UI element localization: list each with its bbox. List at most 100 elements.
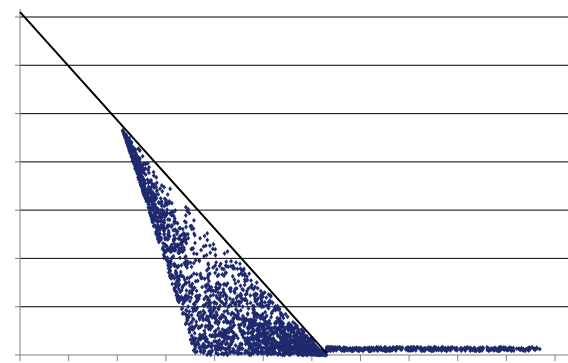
data-point — [189, 264, 194, 270]
data-point — [166, 270, 171, 275]
data-point — [230, 348, 235, 354]
data-point — [192, 218, 196, 223]
data-point — [189, 289, 194, 295]
data-point — [220, 266, 224, 272]
data-point — [161, 240, 165, 246]
data-point — [301, 328, 306, 334]
data-point — [156, 230, 161, 236]
data-point — [221, 287, 226, 292]
data-point — [239, 299, 244, 305]
data-point — [298, 335, 303, 341]
data-point — [226, 304, 230, 310]
reference-line-layer — [19, 11, 328, 354]
data-point — [231, 263, 235, 269]
data-point — [263, 299, 267, 305]
data-point — [154, 180, 159, 186]
data-point — [189, 312, 194, 318]
data-point — [282, 340, 287, 346]
data-point — [172, 287, 177, 292]
data-point — [440, 347, 444, 353]
data-point — [152, 185, 156, 191]
data-point — [314, 345, 319, 351]
data-point — [219, 334, 224, 339]
data-point — [242, 272, 247, 278]
data-point — [147, 170, 151, 176]
data-point — [124, 140, 129, 145]
data-point — [253, 296, 257, 302]
data-point — [180, 226, 185, 232]
data-point — [218, 282, 223, 288]
data-point — [180, 311, 185, 316]
data-point — [229, 341, 234, 347]
data-point — [180, 284, 185, 290]
data-point — [292, 332, 297, 338]
data-point — [202, 328, 207, 334]
data-point — [245, 310, 250, 316]
data-point — [359, 347, 364, 353]
data-point — [168, 247, 173, 253]
data-point — [263, 349, 268, 354]
data-point — [231, 330, 236, 336]
data-point — [264, 345, 269, 351]
data-point — [517, 347, 522, 352]
data-point — [281, 345, 285, 351]
data-point — [165, 202, 169, 208]
data-point — [268, 332, 273, 337]
data-point — [263, 318, 268, 324]
data-point — [315, 350, 320, 356]
data-point — [303, 351, 308, 357]
data-point — [166, 262, 170, 268]
data-point — [367, 345, 372, 351]
data-point — [258, 288, 263, 294]
data-point — [202, 303, 207, 309]
data-point — [134, 158, 139, 164]
data-point — [142, 183, 147, 189]
data-point — [140, 164, 145, 170]
data-point — [176, 286, 181, 292]
data-point — [269, 336, 274, 342]
data-point — [144, 191, 149, 197]
data-point — [157, 214, 161, 220]
data-point — [242, 282, 247, 288]
data-point — [509, 346, 514, 352]
data-point — [222, 251, 227, 256]
data-point — [237, 345, 241, 350]
data-point — [185, 208, 190, 214]
data-point — [268, 293, 273, 298]
data-point — [166, 232, 171, 238]
data-point — [194, 319, 199, 325]
data-point — [246, 305, 251, 311]
data-point — [302, 342, 307, 348]
data-point — [210, 349, 214, 354]
data-point — [233, 302, 238, 307]
axis-layer — [15, 9, 568, 361]
data-point — [229, 258, 234, 264]
data-point — [260, 313, 264, 318]
data-point — [240, 346, 245, 352]
data-point — [192, 285, 197, 291]
data-point — [223, 270, 228, 276]
data-point — [128, 147, 133, 153]
data-point — [185, 275, 190, 281]
data-point — [246, 331, 250, 336]
data-point — [215, 295, 219, 301]
data-point — [166, 260, 171, 266]
data-point — [210, 332, 215, 338]
data-point — [268, 321, 273, 327]
data-point — [156, 199, 161, 205]
data-point — [225, 280, 230, 286]
data-point — [153, 202, 158, 207]
data-point — [259, 345, 264, 350]
data-point — [268, 351, 273, 356]
data-point — [414, 345, 418, 351]
data-point — [394, 345, 399, 351]
data-point — [459, 348, 464, 354]
data-point — [494, 346, 499, 352]
data-point — [159, 212, 164, 218]
data-point — [241, 335, 246, 340]
data-point — [212, 338, 216, 344]
data-point — [172, 262, 177, 268]
data-point — [186, 314, 191, 320]
data-point — [404, 347, 408, 353]
data-point — [231, 266, 236, 271]
